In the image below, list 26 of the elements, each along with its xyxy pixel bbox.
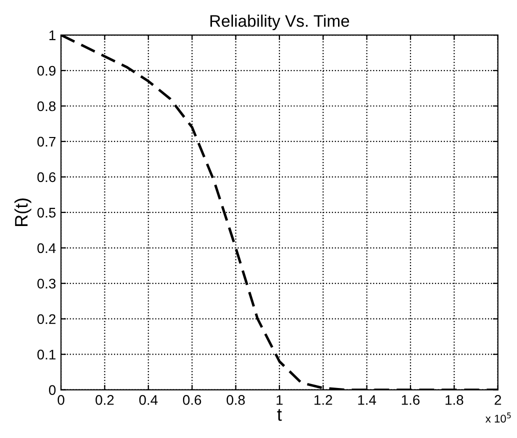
- x-tick-label: 0: [58, 395, 64, 405]
- y-axis-title: R(t): [14, 198, 32, 226]
- y-tick-label: 1: [49, 30, 56, 40]
- y-tick-label: 0.2: [37, 314, 56, 324]
- y-tick-label: 0.1: [37, 350, 56, 360]
- text: x 10$^{5}$: [486, 412, 511, 423]
- x-axis-title: t: [277, 409, 282, 421]
- chart-title: Reliability Vs. Time: [210, 14, 350, 30]
- y-tick-label: 0.4: [37, 243, 56, 254]
- y-tick-label: 0.5: [37, 208, 56, 218]
- x-tick-label: 0.6: [182, 395, 202, 405]
- x-tick-label: 0.2: [96, 395, 114, 405]
- y-tick-label: 0.6: [37, 172, 56, 182]
- x-tick-label: 2: [494, 395, 502, 405]
- x-tick-label: 1.6: [402, 395, 420, 405]
- y-tick-label: 0: [48, 385, 56, 395]
- y-tick-label: 0.3: [37, 278, 56, 289]
- x-tick-label: 0.4: [139, 395, 158, 405]
- y-tick-label: 0.9: [37, 66, 56, 76]
- x-tick-label: 1: [276, 395, 283, 405]
- x-tick-label: 1.4: [358, 395, 376, 405]
- y-tick-label: 0.8: [37, 101, 56, 112]
- y-tick-label: 0.7: [37, 136, 56, 147]
- x-tick-label: 1.8: [446, 395, 464, 405]
- x-tick-label: 0.8: [226, 395, 245, 405]
- x-tick-label: 1.2: [314, 395, 332, 405]
